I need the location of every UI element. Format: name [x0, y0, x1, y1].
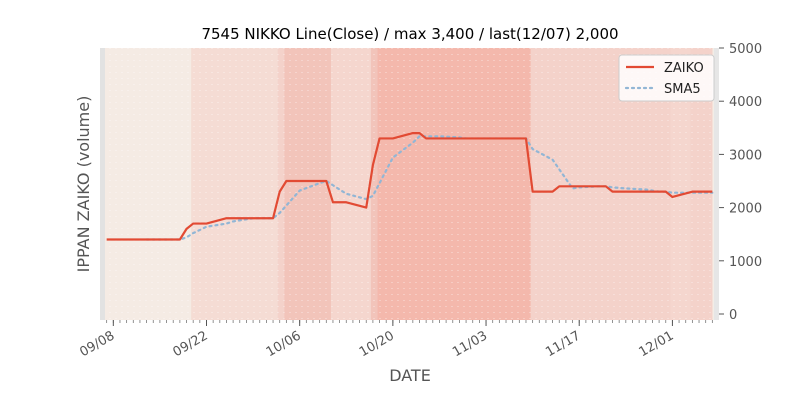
background-band	[370, 48, 379, 320]
background-band	[410, 48, 418, 320]
y-tick-label: 1000	[729, 255, 762, 270]
background-band	[204, 48, 225, 320]
background-band	[330, 48, 339, 320]
plot-left-edge	[100, 48, 105, 320]
y-tick-label: 5000	[729, 42, 762, 57]
background-band	[504, 48, 512, 320]
x-axis-title: DATE	[389, 366, 431, 385]
background-band	[663, 48, 671, 320]
background-band	[197, 48, 205, 320]
background-band	[690, 48, 698, 320]
chart-title: 7545 NIKKO Line(Close) / max 3,400 / las…	[201, 25, 618, 43]
background-band	[577, 48, 598, 320]
background-band	[224, 48, 232, 320]
background-band	[390, 48, 412, 320]
plot-right-edge	[714, 48, 719, 320]
background-band	[337, 48, 345, 320]
background-band	[317, 48, 325, 320]
y-tick-label: 2000	[729, 202, 762, 217]
y-axis-title: IPPAN ZAIKO (volume)	[74, 96, 93, 273]
y-axis-ticks: 0 1000 2000 3000 4000 5000	[719, 42, 762, 323]
background-band	[277, 48, 285, 320]
background-band	[177, 48, 186, 320]
background-band	[377, 48, 385, 320]
background-band	[477, 48, 505, 320]
background-band	[437, 48, 458, 320]
background-band	[557, 48, 565, 320]
background-band	[144, 48, 152, 320]
background-band	[384, 48, 392, 320]
background-band	[344, 48, 365, 320]
background-band	[550, 48, 558, 320]
background-band	[184, 48, 192, 320]
background-band	[643, 48, 651, 320]
background-band	[251, 48, 272, 320]
y-tick-label: 0	[729, 308, 737, 323]
background-band	[563, 48, 572, 320]
background-band	[603, 48, 612, 320]
background-band	[510, 48, 518, 320]
background-band	[470, 48, 478, 320]
background-band	[650, 48, 658, 320]
background-band	[284, 48, 292, 320]
background-band	[111, 48, 132, 320]
background-band	[703, 48, 711, 320]
background-bands	[104, 48, 713, 320]
background-band	[231, 48, 239, 320]
background-band	[430, 48, 438, 320]
background-band	[710, 48, 713, 320]
series-line-zaiko	[106, 132, 713, 241]
background-band	[104, 48, 112, 320]
background-band	[364, 48, 372, 320]
background-band	[657, 48, 665, 320]
background-band	[517, 48, 525, 320]
background-band	[523, 48, 532, 320]
legend: ZAIKO SMA5	[618, 54, 715, 102]
background-band	[464, 48, 472, 320]
background-band	[570, 48, 578, 320]
background-band	[291, 48, 299, 320]
background-band	[271, 48, 279, 320]
background-band	[191, 48, 199, 320]
background-band	[237, 48, 245, 320]
y-tick-label: 3000	[729, 148, 762, 163]
background-band	[457, 48, 465, 320]
background-band	[151, 48, 159, 320]
background-band	[697, 48, 705, 320]
background-band	[424, 48, 432, 320]
background-band	[530, 48, 552, 320]
background-band	[297, 48, 319, 320]
background-band	[131, 48, 139, 320]
background-band	[137, 48, 146, 320]
background-band	[244, 48, 252, 320]
series-layer	[106, 132, 714, 241]
background-band	[623, 48, 645, 320]
background-band	[157, 48, 179, 320]
legend-label-sma5: SMA5	[664, 82, 701, 97]
background-band	[417, 48, 425, 320]
y-tick-label: 4000	[729, 95, 762, 110]
legend-label-zaiko: ZAIKO	[664, 61, 704, 76]
background-band	[597, 48, 605, 320]
